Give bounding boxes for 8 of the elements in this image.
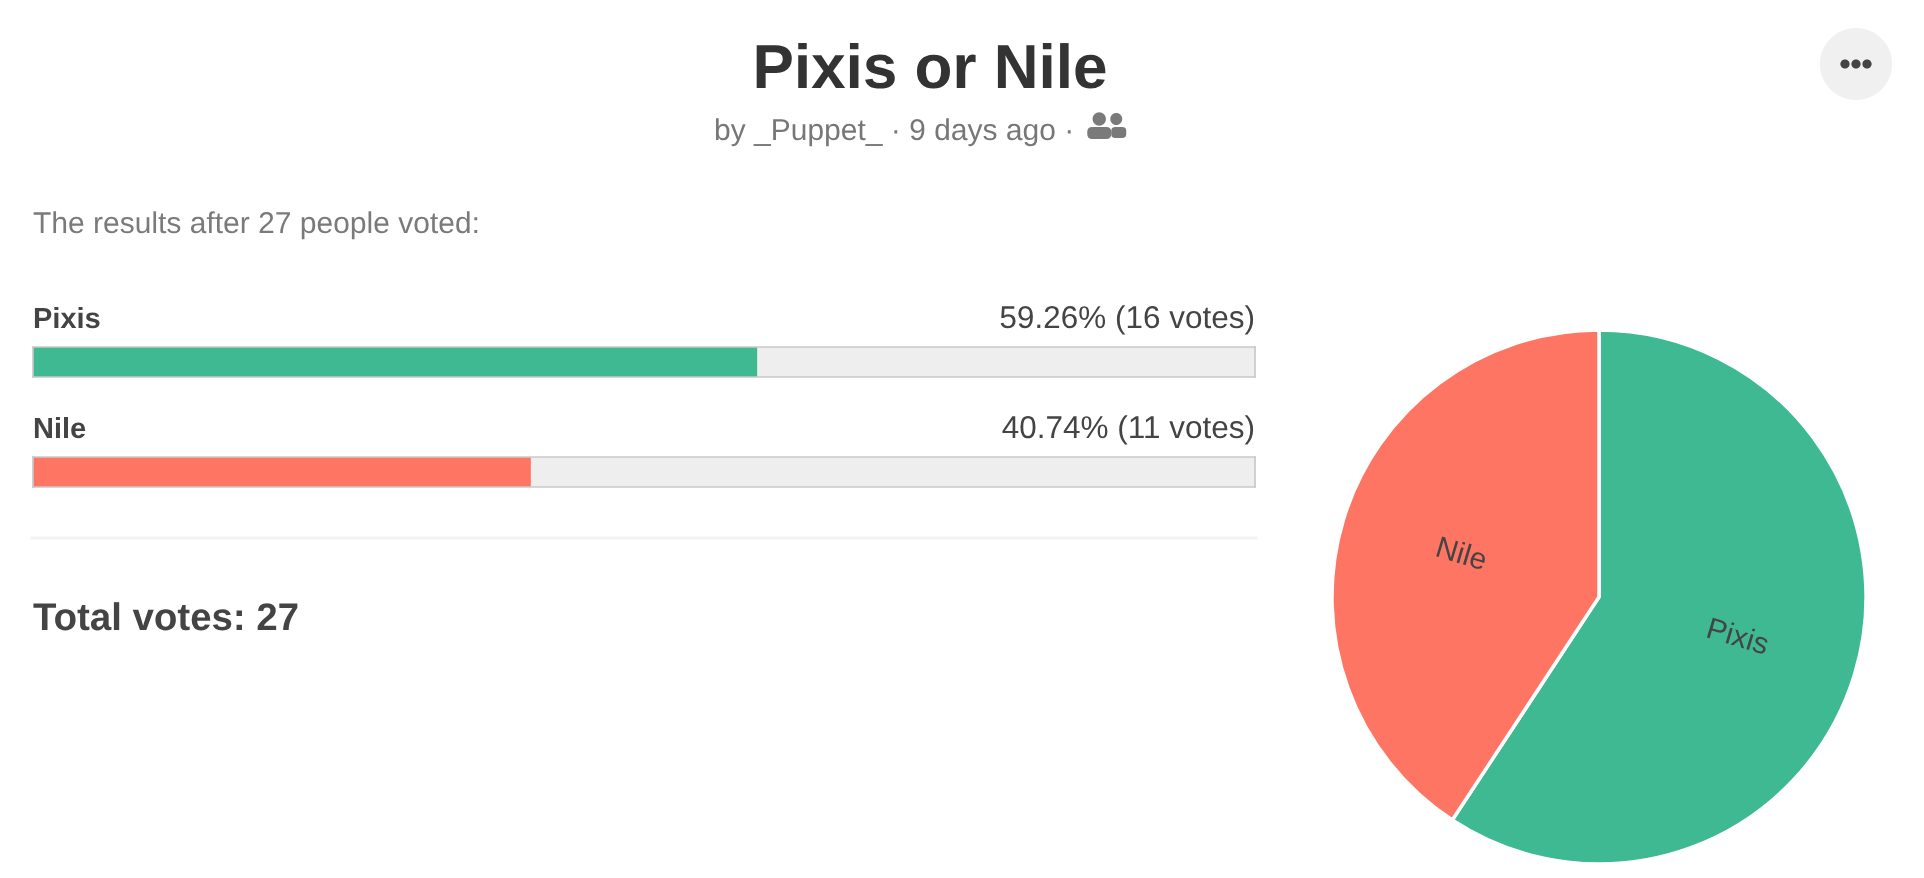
- chart-subtitle: by _Puppet_ · 9 days ago ·: [715, 118, 1071, 147]
- data-label: 59.26% (16 votes): [1000, 305, 1254, 335]
- chart-title: Pixis or Nile: [756, 43, 1106, 89]
- text: The results after 27 people voted:: [33, 211, 478, 240]
- slice-label: Pixis: [1706, 616, 1771, 655]
- data-label: 40.74% (11 votes): [1002, 415, 1254, 445]
- text: Total votes: 27: [33, 602, 298, 631]
- slice-label: Nile: [1436, 535, 1489, 571]
